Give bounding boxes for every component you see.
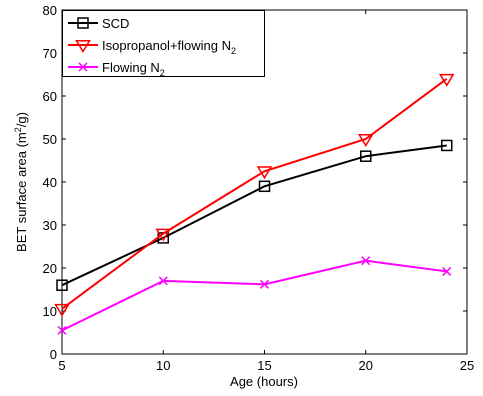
axis-ticks: 5 10 15 20 25 0 10 20 30 40 50 60 70 80 — [43, 3, 475, 373]
data-point-marker — [438, 73, 455, 87]
data-point-marker — [441, 139, 453, 152]
data-point-marker — [258, 180, 271, 193]
y-tick-label: 60 — [43, 89, 57, 104]
y-tick-label: 0 — [50, 347, 57, 362]
legend-label: SCD — [102, 16, 129, 31]
data-point-marker — [357, 134, 374, 147]
y-tick-label: 80 — [43, 3, 57, 18]
y-axis-label: BET surface area (m2/g) — [13, 112, 29, 252]
legend-swatch-marker — [78, 62, 88, 72]
legend-entry: SCD — [68, 16, 129, 31]
legend-swatch-marker — [77, 17, 89, 29]
y-tick-label: 20 — [43, 261, 57, 276]
y-tick-label: 40 — [43, 175, 57, 190]
x-tick-label: 10 — [156, 358, 170, 373]
y-axis-label-main: BET surface area (m — [14, 132, 29, 252]
data-point-marker — [158, 276, 168, 286]
legend-box — [62, 10, 265, 77]
data-point-marker — [259, 279, 270, 289]
legend-items: SCD Isopropanol+flowing N2 Flowing N2 — [68, 16, 236, 78]
series-1 — [54, 73, 455, 317]
y-tick-label: 70 — [43, 46, 57, 61]
legend-label: Flowing N2 — [102, 60, 165, 78]
x-tick-label: 5 — [58, 358, 65, 373]
x-axis-label: Age (hours) — [230, 374, 298, 389]
legend-swatch-marker — [75, 40, 91, 53]
data-point-marker — [57, 325, 67, 335]
legend-entry: Isopropanol+flowing N2 — [68, 38, 236, 56]
legend-entry: Flowing N2 — [68, 60, 165, 78]
y-tick-label: 10 — [43, 304, 57, 319]
series-2 — [57, 256, 452, 335]
y-axis-label-tail: /g) — [14, 112, 29, 127]
data-point-marker — [56, 279, 68, 291]
y-tick-label: 30 — [43, 218, 57, 233]
x-tick-label: 15 — [257, 358, 271, 373]
x-tick-label: 25 — [460, 358, 474, 373]
data-point-marker — [360, 150, 372, 162]
data-point-marker — [155, 228, 172, 242]
data-point-marker — [361, 256, 371, 266]
y-axis-label-sup: 2 — [13, 127, 23, 132]
series-line — [61, 77, 448, 310]
legend: SCD Isopropanol+flowing N2 Flowing N2 — [62, 10, 265, 78]
series-layer — [54, 73, 455, 335]
series-line — [61, 144, 447, 287]
data-point-marker — [442, 266, 452, 276]
data-point-marker — [54, 303, 70, 317]
legend-label: Isopropanol+flowing N2 — [102, 38, 236, 56]
data-point-marker — [256, 166, 273, 180]
x-tick-label: 20 — [359, 358, 373, 373]
y-tick-label: 50 — [43, 132, 57, 147]
